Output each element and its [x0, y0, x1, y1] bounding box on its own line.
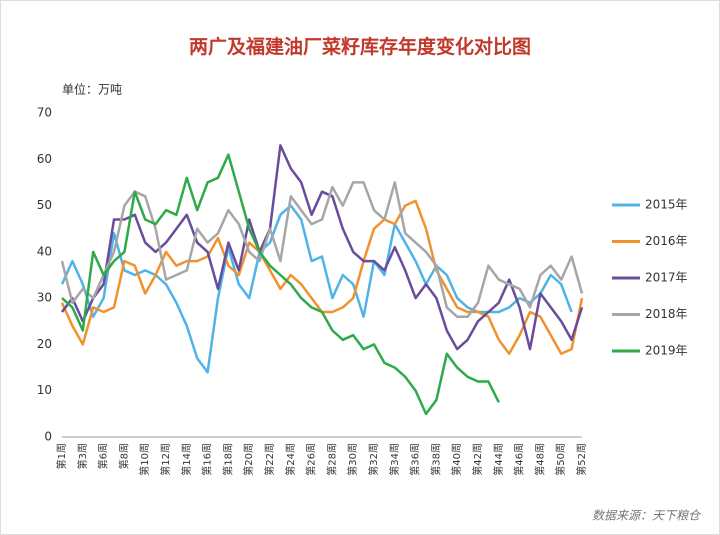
x-tick-label: 第52周	[575, 443, 588, 476]
x-tick-label: 第6周	[97, 443, 110, 469]
x-tick-label: 第32周	[367, 443, 380, 476]
x-tick-label: 第36周	[409, 443, 422, 476]
y-tick-label: 50	[37, 198, 52, 212]
x-tick-label: 第1周	[55, 443, 68, 469]
x-tick-label: 第30周	[346, 443, 359, 476]
x-tick-label: 第22周	[263, 443, 276, 476]
legend-label: 2017年	[645, 271, 688, 285]
x-tick-label: 第20周	[242, 443, 255, 476]
y-tick-label: 40	[37, 244, 52, 258]
series-line	[60, 181, 584, 318]
x-tick-label: 第48周	[533, 443, 546, 476]
x-tick-label: 第24周	[284, 443, 297, 476]
x-tick-label: 第3周	[76, 443, 89, 469]
legend-label: 2016年	[645, 234, 688, 248]
x-tick-label: 第26周	[305, 443, 318, 476]
unit-label: 单位：万吨	[62, 82, 122, 97]
y-tick-label: 20	[37, 337, 52, 351]
legend-label: 2018年	[645, 307, 688, 321]
x-tick-label: 第8周	[117, 443, 130, 469]
x-tick-label: 第34周	[388, 443, 401, 476]
x-tick-label: 第12周	[159, 443, 172, 476]
series-line	[60, 144, 584, 351]
x-tick-label: 第10周	[138, 443, 151, 476]
x-tick-label: 第14周	[180, 443, 193, 476]
x-tick-label: 第46周	[513, 443, 526, 476]
x-tick-label: 第38周	[429, 443, 442, 476]
source: 数据来源：天下粮仓	[592, 509, 702, 523]
chart-title: 两广及福建油厂菜籽库存年度变化对比图	[189, 35, 531, 58]
legend-label: 2019年	[645, 344, 688, 358]
x-tick-label: 第40周	[450, 443, 463, 476]
y-tick-label: 30	[37, 291, 52, 305]
x-tick-label: 第44周	[492, 443, 505, 476]
y-tick-label: 0	[44, 430, 52, 444]
x-tick-label: 第42周	[471, 443, 484, 476]
legend-label: 2015年	[645, 198, 688, 212]
x-tick-label: 第18周	[221, 443, 234, 476]
y-tick-label: 70	[37, 106, 52, 120]
x-tick-label: 第16周	[201, 443, 214, 476]
y-tick-label: 10	[37, 383, 52, 397]
x-tick-label: 第50周	[554, 443, 567, 476]
x-tick-label: 第28周	[325, 443, 338, 476]
y-tick-label: 60	[37, 152, 52, 166]
series-line	[61, 153, 500, 416]
